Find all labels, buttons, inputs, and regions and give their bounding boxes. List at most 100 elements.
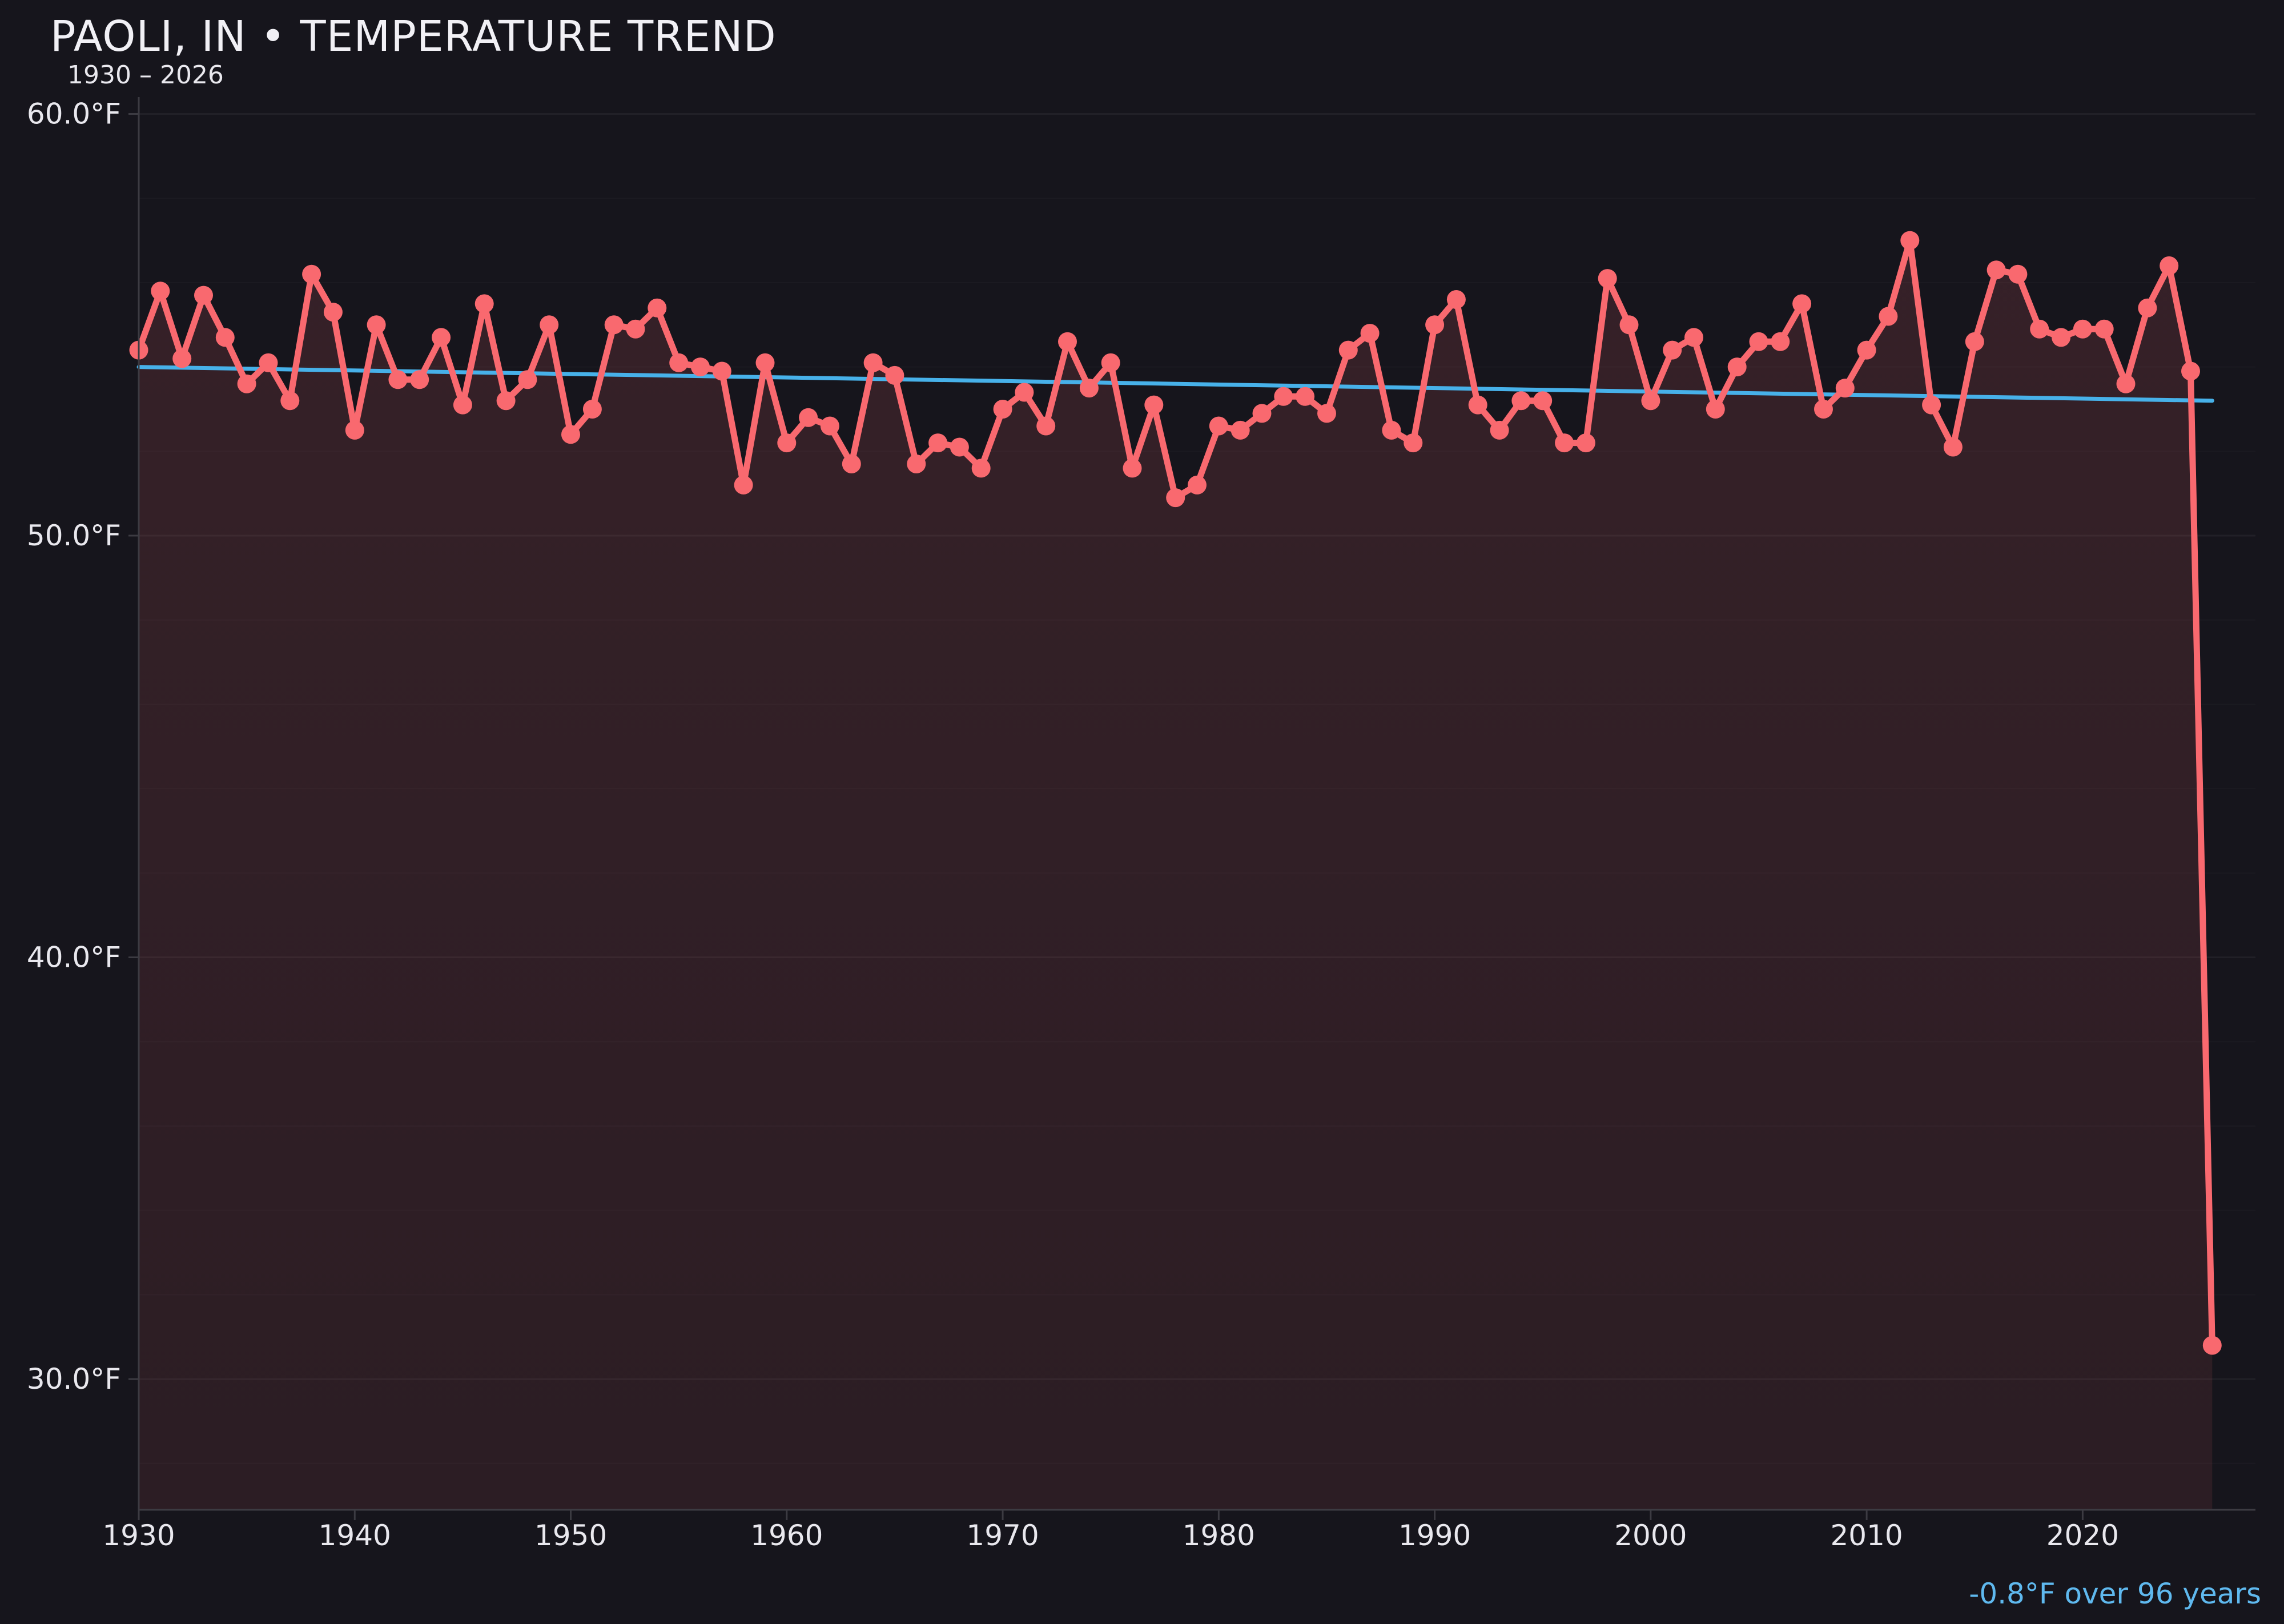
x-tick-label: 2020 [2046,1519,2119,1552]
data-point-1992 [1468,395,1487,415]
data-point-2015 [1965,332,1984,351]
data-point-1942 [388,370,408,389]
data-point-2023 [2138,298,2157,317]
data-point-1983 [1274,387,1293,406]
data-point-1949 [540,315,559,335]
x-tick-label: 1970 [966,1519,1039,1552]
data-point-1947 [496,391,516,411]
data-point-2019 [2052,328,2071,347]
data-point-1951 [582,400,602,419]
data-point-1987 [1360,324,1380,343]
data-point-1948 [518,370,537,389]
data-point-1955 [669,353,689,372]
data-point-1994 [1511,391,1531,411]
data-point-1974 [1079,379,1099,398]
trend-line-segment [136,365,2214,403]
data-point-1975 [1101,353,1120,372]
data-point-1995 [1533,391,1553,411]
data-point-1959 [755,353,775,372]
x-tick-label: 1940 [319,1519,391,1552]
temperature-markers [129,231,2222,1355]
data-point-1944 [432,328,451,347]
data-point-1963 [842,455,861,473]
data-point-1936 [259,353,278,372]
data-point-1938 [302,264,321,284]
data-point-2025 [2181,361,2200,381]
y-tick-label: 40.0°F [27,941,121,974]
data-point-1988 [1382,420,1401,440]
data-point-1982 [1252,404,1272,423]
data-point-1976 [1123,459,1142,478]
data-point-1971 [1015,383,1034,402]
data-point-1979 [1188,475,1207,495]
y-tick-label: 60.0°F [27,98,121,131]
data-point-1957 [712,361,731,381]
data-point-1932 [172,349,192,368]
x-tick-label: 1960 [750,1519,823,1552]
data-point-1935 [237,374,256,393]
data-point-2005 [1749,332,1768,351]
data-point-1985 [1317,404,1336,423]
y-tick-label: 50.0°F [27,519,121,552]
chart-subtitle: 1930 – 2026 [67,61,224,90]
data-point-1962 [820,416,839,436]
data-point-1981 [1231,420,1250,440]
data-point-1956 [691,357,710,377]
data-point-1931 [151,282,170,301]
data-point-1961 [799,408,818,427]
data-point-2001 [1663,340,1682,360]
data-point-2026 [2202,1336,2222,1355]
data-point-2024 [2160,256,2179,275]
data-point-1977 [1144,395,1164,415]
data-point-2012 [1900,231,1920,250]
data-point-1953 [626,319,645,339]
data-point-2020 [2073,319,2092,339]
data-point-2011 [1879,307,1898,326]
data-point-1973 [1058,332,1077,351]
data-point-2003 [1706,400,1725,419]
data-point-1984 [1296,387,1315,406]
data-point-2016 [1987,260,2006,280]
data-point-2007 [1792,294,1812,313]
data-point-1952 [604,315,624,335]
data-point-1950 [561,425,580,444]
data-point-1966 [907,455,926,473]
data-point-2002 [1684,328,1703,347]
data-point-1946 [475,294,494,313]
area-under-curve [139,240,2213,1510]
data-point-1960 [777,433,797,453]
data-point-1968 [950,437,969,457]
axis-spines [138,97,2255,1511]
data-point-1937 [280,391,300,411]
data-point-2022 [2116,374,2136,393]
data-point-2013 [1922,395,1941,415]
x-tick-label: 1950 [534,1519,607,1552]
x-tick-label: 1990 [1398,1519,1471,1552]
data-point-1970 [993,400,1012,419]
data-point-1954 [648,298,667,317]
data-point-2010 [1857,340,1876,360]
trend-delta-annotation: -0.8°F over 96 years [1969,1577,2261,1610]
data-point-1934 [215,328,235,347]
data-point-2000 [1641,391,1660,411]
data-point-1933 [194,286,213,305]
data-point-1997 [1576,433,1595,453]
data-point-1991 [1446,290,1466,309]
data-point-1958 [734,475,753,495]
x-tick-label: 1980 [1183,1519,1255,1552]
data-point-1964 [863,353,883,372]
data-point-1999 [1619,315,1639,335]
x-tick-label: 2000 [1614,1519,1687,1552]
data-point-1980 [1209,416,1228,436]
data-point-1986 [1338,340,1358,360]
data-point-1941 [367,315,386,335]
data-point-1972 [1036,416,1056,436]
chart-title: PAOLI, IN • TEMPERATURE TREND [50,12,777,61]
data-point-1965 [885,365,904,385]
data-point-1943 [410,370,429,389]
data-point-1940 [345,420,364,440]
data-point-2018 [2030,319,2049,339]
trend-line [136,365,2214,403]
